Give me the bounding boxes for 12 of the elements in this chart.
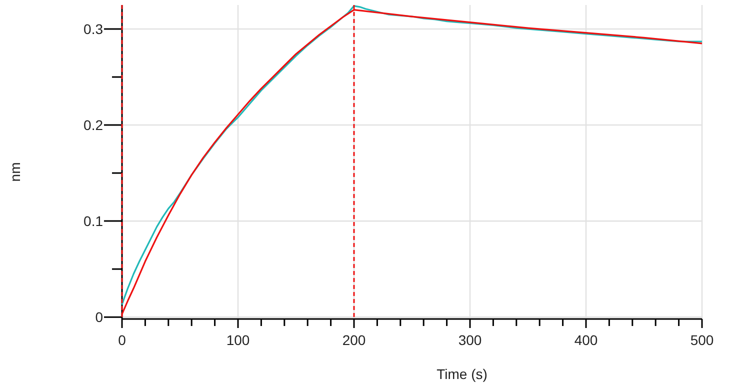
y-tick-label: 0.3: [84, 21, 104, 38]
y-axis-title: nm: [7, 162, 23, 182]
x-tick-label: 400: [574, 332, 598, 348]
x-axis-title: Time (s): [436, 366, 488, 382]
y-tick-label: 0.2: [84, 117, 104, 134]
y-tick-label: 0.1: [84, 213, 104, 230]
x-tick-label: 500: [690, 332, 714, 348]
x-tick-label: 200: [342, 332, 366, 348]
x-tick-label: 100: [226, 332, 250, 348]
x-tick-label: 0: [118, 332, 126, 348]
y-tick-label: 0: [95, 309, 104, 326]
x-tick-label: 300: [458, 332, 482, 348]
